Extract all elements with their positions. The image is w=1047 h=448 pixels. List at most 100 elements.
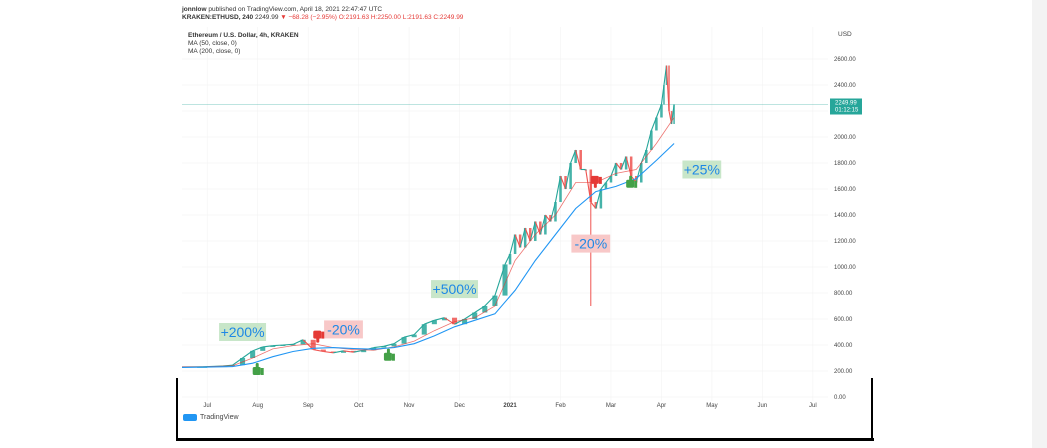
price-tag-countdown: 01:12:15 (835, 108, 859, 114)
candle (518, 234, 522, 248)
y-tick-label: 1000.00 (834, 265, 856, 271)
last-price-tag: 2249.99 01:12:15 (830, 98, 862, 115)
frame-right (871, 378, 873, 440)
publication-header: jonnlow published on TradingView.com, Ap… (182, 6, 463, 22)
candle (351, 350, 357, 353)
frame-bottom (176, 438, 874, 441)
candle (670, 111, 673, 124)
candle (549, 215, 552, 222)
annotation-label: -20% (327, 321, 360, 337)
y-tick-label: 1600.00 (834, 187, 856, 193)
annotation-label: +25% (684, 162, 720, 178)
candle (508, 254, 512, 265)
candle (640, 163, 643, 183)
candle (280, 345, 286, 346)
candle (564, 176, 567, 189)
last-price-text: 2249.99 (253, 14, 281, 21)
candle (431, 320, 437, 325)
candle (528, 228, 532, 241)
legend-ma200: MA (200, close, 0) (188, 48, 240, 55)
legend-title: Ethereum / U.S. Dollar, 4h, KRAKEN (188, 32, 299, 39)
candle (472, 312, 478, 319)
annotation-box (571, 234, 611, 253)
x-tick-label: Sep (303, 403, 314, 409)
y-tick-label: 2400.00 (834, 83, 856, 89)
price-tag-value: 2249.99 (835, 101, 857, 107)
annotation-label: +500% (433, 281, 477, 297)
ohlc-text: O:2191.63 H:2250.00 L:2191.63 C:2249.99 (336, 14, 464, 21)
candle (569, 163, 572, 189)
thumbs-up-icon (383, 348, 395, 361)
candle (655, 117, 658, 131)
legend: Ethereum / U.S. Dollar, 4h, KRAKEN MA (5… (188, 32, 299, 55)
candle (604, 182, 608, 189)
thumbs-up-icon (252, 363, 264, 375)
candle (290, 344, 296, 346)
candle (310, 339, 316, 350)
y-tick-label: 2600.00 (834, 57, 856, 63)
candle (559, 176, 562, 202)
annotation-layer: +200% -20% +500% -20% +25% (219, 160, 722, 375)
candle (554, 202, 557, 222)
y-tick-label: 0.00 (834, 395, 846, 401)
candle (250, 350, 256, 358)
author-name[interactable]: jonnlow (182, 6, 207, 13)
candle (502, 264, 508, 296)
candle (663, 85, 665, 105)
candle (650, 130, 653, 150)
x-tick-label: Mar (606, 403, 616, 409)
candle (539, 221, 542, 235)
legend-ma50: MA (50, close, 0) (188, 40, 237, 47)
candle (513, 234, 517, 254)
candle (340, 350, 347, 353)
frame-left (176, 378, 178, 440)
candle (534, 221, 537, 241)
candle (441, 317, 447, 321)
candle (492, 295, 498, 306)
candle (270, 345, 276, 347)
y-tick-label: 400.00 (834, 343, 853, 349)
candle (614, 163, 618, 176)
candle (391, 343, 397, 347)
y-tick-label: 1200.00 (834, 239, 856, 245)
x-tick-label: Nov (404, 403, 415, 409)
tradingview-text: TradingView (200, 414, 239, 421)
x-tick-label: Aug (252, 403, 263, 409)
x-tick-label: Feb (555, 403, 566, 409)
y-tick-label: 600.00 (834, 317, 853, 323)
y-tick-label: 1800.00 (834, 161, 856, 167)
annotation-box (324, 320, 363, 339)
publication-line: jonnlow published on TradingView.com, Ap… (182, 6, 463, 14)
candle (421, 324, 427, 335)
x-tick-label: 2021 (503, 403, 517, 409)
x-tick-label: Jul (203, 403, 211, 409)
thumbs-down-icon (313, 330, 325, 343)
price-change-text: ▼ −68.28 (−2.95%) (280, 14, 337, 21)
tradingview-logo[interactable]: TradingView (183, 414, 239, 421)
annotation-box (219, 323, 267, 341)
candle (660, 104, 663, 118)
symbol-label: KRAKEN:ETHUSD, 240 (182, 14, 254, 21)
time-axis: Jul Aug Sep Oct Nov Dec 2021 Feb Mar Apr May Jun Jul (203, 403, 816, 409)
currency-label: USD (838, 31, 852, 38)
x-tick-label: May (706, 403, 717, 409)
candle (579, 150, 582, 170)
candle (330, 351, 336, 353)
candle (462, 319, 468, 325)
annotation-box (682, 160, 722, 179)
candle (381, 346, 387, 348)
candle (300, 339, 306, 345)
candle (320, 349, 326, 352)
candle (629, 156, 633, 176)
symbol-line: KRAKEN:ETHUSD, 240 2249.99 ▼ −68.28 (−2.… (182, 14, 463, 22)
plot-background (182, 27, 828, 401)
candle (619, 163, 623, 170)
candle (594, 202, 598, 209)
candle (574, 150, 577, 163)
x-tick-label: Jun (758, 403, 768, 409)
tradingview-icon (183, 414, 197, 421)
y-tick-label: 2000.00 (834, 135, 856, 141)
candle (609, 176, 613, 183)
annotation-label: +200% (221, 324, 265, 340)
